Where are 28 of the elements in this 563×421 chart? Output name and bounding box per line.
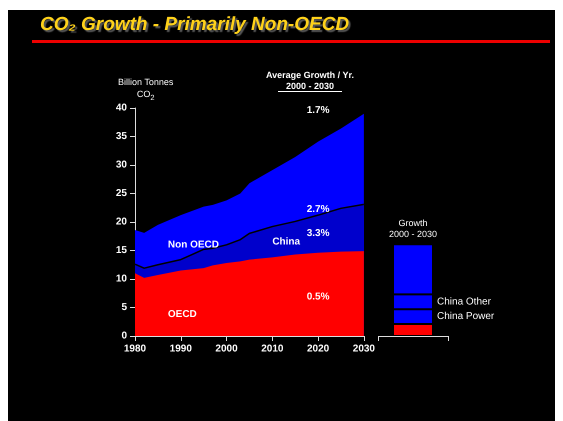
- series-label: China Other: [437, 296, 492, 308]
- x-tick-label: 2020: [306, 344, 330, 354]
- annotation: 2.7%: [306, 204, 330, 215]
- y-tick-label: 0: [121, 330, 128, 342]
- y-tick-label: 5: [121, 302, 128, 313]
- y-tick-label: 15: [116, 245, 128, 256]
- annotation: 1.7%: [306, 104, 330, 116]
- y-tick-label: 10: [116, 274, 128, 284]
- y-tick-label: 35: [116, 131, 128, 142]
- text: Average Growth / Yr. 2000 - 2030: [264, 70, 356, 92]
- series-label: Non OECD: [168, 239, 219, 250]
- annotation: 0.5%: [306, 292, 330, 303]
- y-tick-label: 25: [116, 188, 128, 199]
- x-tick-label: 2000: [215, 344, 238, 354]
- y-tick-label: 40: [116, 102, 128, 114]
- chart-title: CO₂ Growth - Primarily Non-OECD: [40, 14, 350, 36]
- y-tick-label: 20: [116, 216, 128, 228]
- series-label: China Power: [437, 311, 495, 322]
- series-label: China: [272, 236, 301, 248]
- x-tick-label: 2010: [261, 344, 284, 354]
- y-tick-label: 30: [116, 160, 128, 170]
- text: Growth 2000 - 2030: [388, 218, 438, 240]
- series-label: OECD: [168, 309, 197, 320]
- y-axis-title: Billion Tonnes CO$_{2}$: [118, 76, 174, 104]
- annotation: 3.3%: [306, 228, 330, 239]
- x-tick-label: 1990: [170, 344, 192, 354]
- x-tick-label: 1980: [124, 344, 147, 354]
- x-tick-label: 2030: [352, 344, 376, 354]
